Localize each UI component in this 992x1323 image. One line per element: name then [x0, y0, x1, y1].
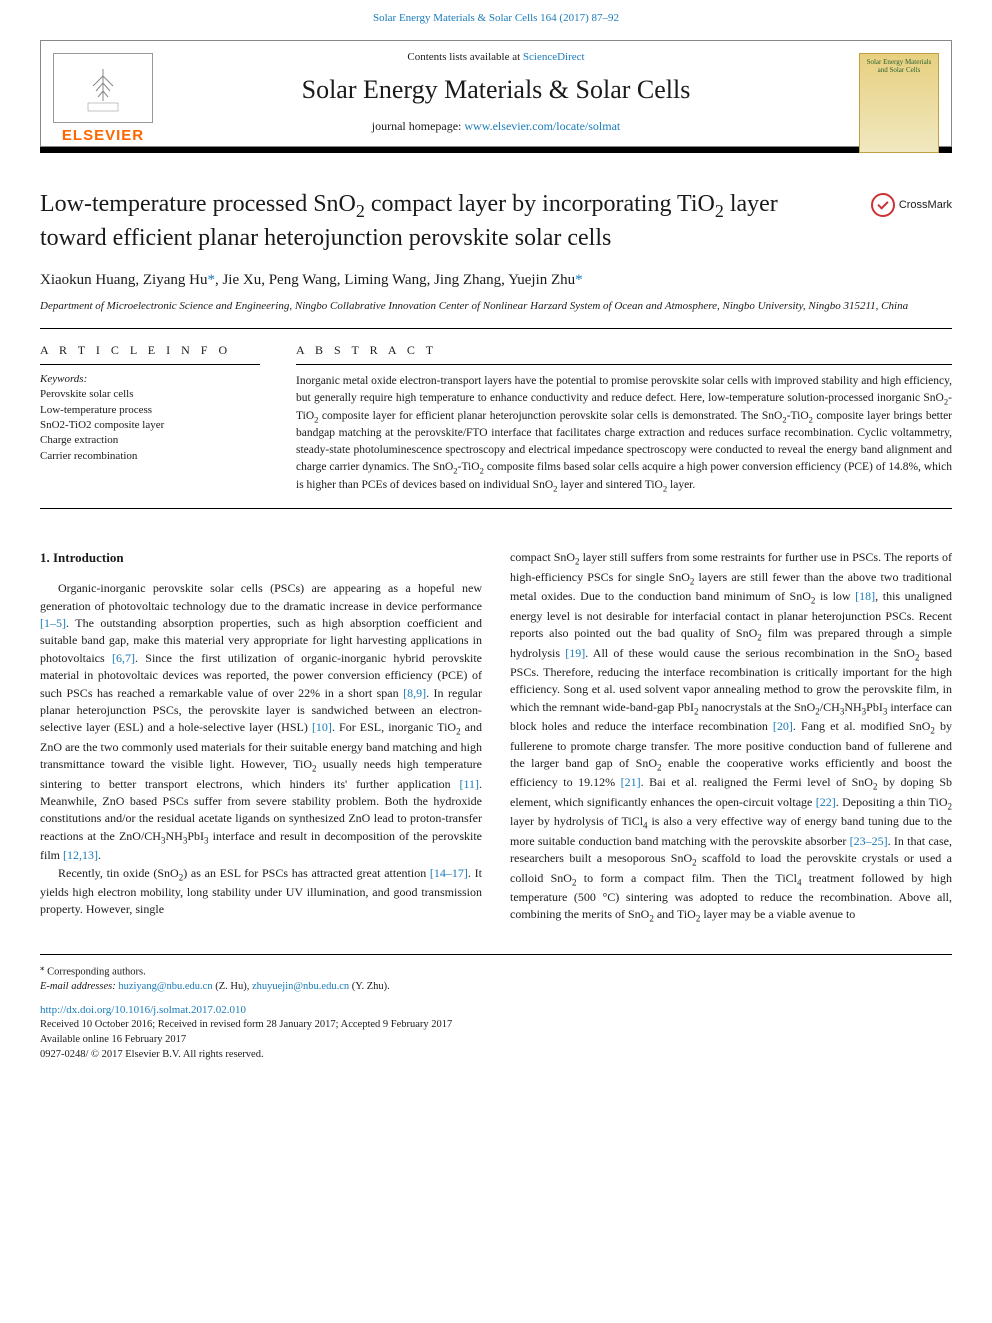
- keyword-item: Perovskite solar cells: [40, 387, 260, 402]
- publisher-name: ELSEVIER: [53, 127, 153, 144]
- affiliation: Department of Microelectronic Science an…: [40, 299, 952, 314]
- keyword-item: Charge extraction: [40, 433, 260, 448]
- sciencedirect-link[interactable]: ScienceDirect: [523, 51, 585, 63]
- para-1: Organic-inorganic perovskite solar cells…: [40, 580, 482, 864]
- abstract-text: Inorganic metal oxide electron-transport…: [296, 373, 952, 494]
- article-title: Low-temperature processed SnO2 compact l…: [40, 189, 822, 254]
- email-label: E-mail addresses:: [40, 981, 118, 992]
- email-1-link[interactable]: huziyang@nbu.edu.cn: [118, 981, 212, 992]
- elsevier-tree-icon: [53, 53, 153, 123]
- top-citation: Solar Energy Materials & Solar Cells 164…: [0, 0, 992, 32]
- keywords-head: Keywords:: [40, 373, 260, 385]
- journal-name: Solar Energy Materials & Solar Cells: [181, 75, 811, 105]
- rule-bottom: [40, 508, 952, 509]
- info-head: A R T I C L E I N F O: [40, 343, 260, 358]
- online-line: Available online 16 February 2017: [40, 1033, 952, 1048]
- homepage-link[interactable]: www.elsevier.com/locate/solmat: [464, 119, 620, 133]
- article-info-block: A R T I C L E I N F O Keywords: Perovski…: [40, 343, 260, 494]
- para-3: compact SnO2 layer still suffers from so…: [510, 549, 952, 925]
- email-2-name: (Y. Zhu).: [352, 981, 390, 992]
- abstract-block: A B S T R A C T Inorganic metal oxide el…: [296, 343, 952, 494]
- keyword-item: SnO2-TiO2 composite layer: [40, 418, 260, 433]
- corr-text: Corresponding authors.: [47, 966, 146, 977]
- keyword-item: Carrier recombination: [40, 449, 260, 464]
- journal-header: ELSEVIER Solar Energy Materials and Sola…: [40, 40, 952, 147]
- crossmark-label: CrossMark: [899, 199, 952, 211]
- copyright-line: 0927-0248/ © 2017 Elsevier B.V. All righ…: [40, 1048, 952, 1063]
- citation-link[interactable]: Solar Energy Materials & Solar Cells 164…: [373, 12, 619, 24]
- crossmark-badge[interactable]: CrossMark: [871, 193, 952, 217]
- crossmark-icon: [871, 193, 895, 217]
- body-text: 1. Introduction Organic-inorganic perovs…: [40, 549, 952, 925]
- rule-top: [40, 328, 952, 329]
- abstract-head: A B S T R A C T: [296, 343, 952, 358]
- homepage-prefix: journal homepage:: [372, 119, 465, 133]
- para-2: Recently, tin oxide (SnO2) as an ESL for…: [40, 865, 482, 919]
- contents-prefix: Contents lists available at: [407, 51, 522, 63]
- footnote-mark: ⁎: [40, 962, 45, 972]
- email-2-link[interactable]: zhuyuejin@nbu.edu.cn: [252, 981, 349, 992]
- keyword-item: Low-temperature process: [40, 403, 260, 418]
- authors: Xiaokun Huang, Ziyang Hu*, Jie Xu, Peng …: [40, 272, 952, 289]
- contents-line: Contents lists available at ScienceDirec…: [181, 51, 811, 63]
- footer: ⁎ Corresponding authors. E-mail addresse…: [40, 954, 952, 1063]
- section-1-head: 1. Introduction: [40, 549, 482, 568]
- journal-cover-thumb: Solar Energy Materials and Solar Cells: [859, 53, 939, 153]
- doi-link[interactable]: http://dx.doi.org/10.1016/j.solmat.2017.…: [40, 1004, 246, 1016]
- publisher-logo: ELSEVIER: [53, 53, 153, 153]
- homepage-line: journal homepage: www.elsevier.com/locat…: [181, 119, 811, 134]
- dates-line: Received 10 October 2016; Received in re…: [40, 1018, 952, 1033]
- keywords-list: Perovskite solar cellsLow-temperature pr…: [40, 387, 260, 464]
- header-rule: [40, 147, 952, 153]
- email-1-name: (Z. Hu): [215, 981, 247, 992]
